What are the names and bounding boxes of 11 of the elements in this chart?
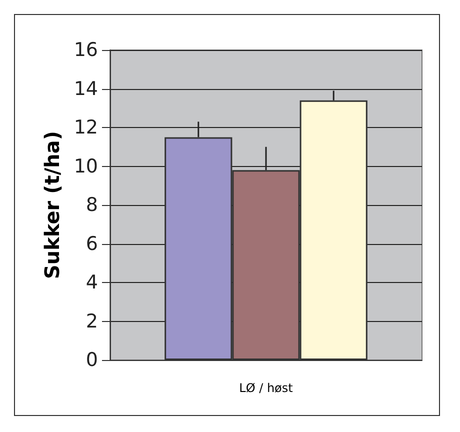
y-tick-label: 10 — [74, 155, 98, 178]
y-tick-label: 12 — [74, 116, 98, 138]
y-axis-title: Sukker (t/ha) — [40, 131, 64, 279]
y-tick-label: 2 — [86, 310, 98, 332]
y-tick-label: 0 — [86, 349, 98, 371]
y-tick-label: 16 — [74, 39, 98, 61]
y-tick-label: 8 — [86, 194, 98, 216]
x-tick-label: LØ / høst — [239, 381, 294, 395]
y-tick-label: 4 — [86, 272, 98, 294]
y-tick-label: 6 — [86, 232, 98, 255]
y-tick-label: 14 — [74, 78, 98, 100]
